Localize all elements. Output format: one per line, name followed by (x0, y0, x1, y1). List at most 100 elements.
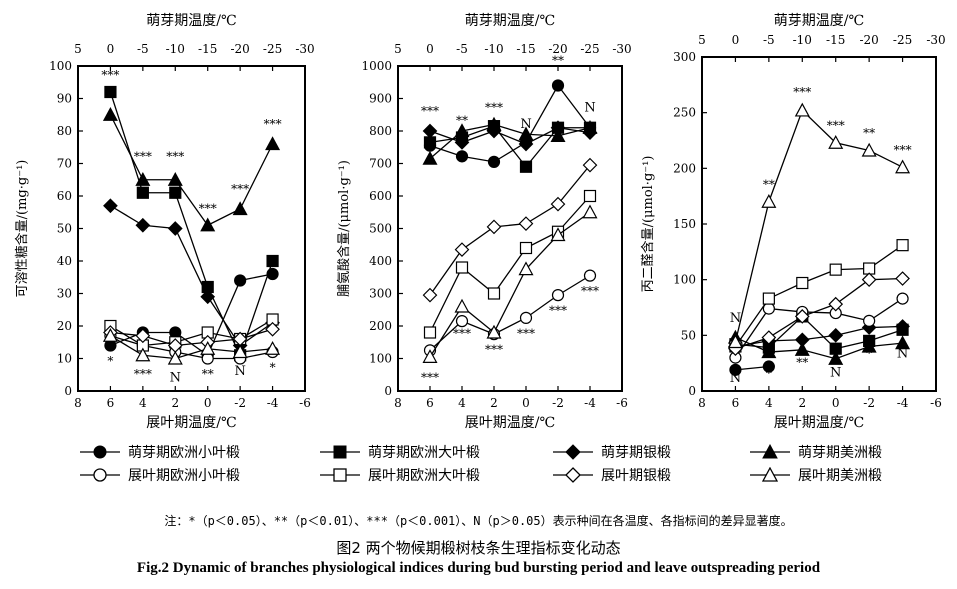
data-point (551, 289, 565, 302)
x-top-tick-label: -20 (859, 33, 878, 47)
x-top-axis-label: 萌芽期温度/℃ (146, 13, 236, 29)
data-point (169, 186, 182, 199)
data-point (895, 271, 910, 286)
data-point (895, 319, 910, 334)
x-top-tick-label: -30 (926, 33, 945, 47)
data-point (423, 136, 437, 149)
data-point (266, 267, 279, 281)
data-point (828, 134, 844, 149)
x-top-tick-label: -20 (548, 42, 567, 56)
x-top-axis-label: 萌芽期温度/℃ (774, 13, 864, 29)
data-point (167, 171, 183, 186)
y-tick-label: 300 (673, 50, 696, 64)
data-point (422, 287, 438, 303)
data-point (551, 79, 565, 92)
significance-label: *** (453, 326, 471, 340)
y-tick-label: 50 (57, 222, 72, 236)
data-point (487, 287, 501, 300)
data-point (200, 340, 216, 355)
significance-label: N (234, 364, 245, 379)
data-point (794, 309, 810, 324)
legend-label: 萌芽期欧洲小叶椴 (128, 445, 240, 461)
legend-marker-square-filled (320, 445, 360, 459)
significance-label: N (584, 101, 595, 116)
x-bottom-tick-label: 0 (832, 396, 840, 410)
data-point (266, 254, 279, 268)
series-line (429, 84, 591, 163)
data-point (895, 335, 911, 350)
data-point (861, 272, 877, 288)
series-line (734, 244, 903, 347)
legend-label: 萌芽期银椴 (601, 445, 671, 461)
data-point (727, 334, 743, 349)
legend-item: 展叶期欧洲大叶椴 (320, 465, 480, 485)
y-tick-label: 900 (369, 92, 392, 106)
significance-label: *** (549, 304, 567, 318)
data-point (518, 216, 534, 231)
significance-label: *** (517, 326, 535, 340)
caption-cn: 图2 两个物候期椴树枝条生理指标变化动态 (336, 539, 621, 557)
significance-label: *** (485, 343, 503, 357)
x-top-tick-label: -25 (263, 42, 282, 56)
x-top-tick-label: -10 (793, 33, 812, 47)
y-tick-label: 250 (673, 106, 696, 120)
x-bottom-tick-label: 6 (732, 396, 740, 410)
y-tick-label: 40 (57, 254, 72, 268)
legend-label: 展叶期银椴 (601, 468, 671, 484)
data-point (455, 150, 469, 163)
legend: 萌芽期欧洲小叶椴 萌芽期欧洲大叶椴 萌芽期银椴 萌芽期美洲椴 展叶期欧洲小叶椴 … (70, 440, 930, 488)
data-point (200, 217, 216, 232)
data-point (582, 204, 598, 219)
significance-label: *** (231, 182, 249, 196)
significance-label: N (520, 117, 531, 132)
x-bottom-tick-label: 8 (698, 396, 706, 410)
significance-label: ** (202, 367, 214, 381)
x-bottom-tick-label: -4 (584, 396, 596, 410)
y-tick-label: 300 (369, 287, 392, 301)
data-point (518, 136, 534, 152)
series-line (429, 125, 590, 168)
data-point (135, 347, 151, 362)
x-bottom-axis-label: 展叶期温度/℃ (146, 415, 236, 430)
data-point (729, 363, 742, 376)
significance-label: * (766, 367, 772, 381)
data-point (582, 157, 598, 173)
x-top-tick-label: -15 (516, 42, 535, 56)
legend-item: 萌芽期欧洲小叶椴 (80, 442, 240, 462)
x-top-tick-label: 5 (698, 33, 706, 47)
data-point (265, 136, 281, 151)
data-point (454, 135, 470, 150)
y-tick-label: 200 (369, 319, 392, 333)
legend-item: 萌芽期欧洲大叶椴 (320, 442, 480, 462)
x-top-tick-label: 5 (394, 42, 402, 56)
x-top-tick-label: -25 (893, 33, 912, 47)
y-axis-label: 可溶性糖含量/(mg·g⁻¹) (14, 160, 30, 298)
x-bottom-tick-label: -6 (616, 396, 628, 410)
legend-label: 展叶期美洲椴 (798, 468, 882, 484)
y-tick-label: 50 (681, 328, 696, 342)
x-bottom-axis-label: 展叶期温度/℃ (465, 415, 555, 430)
y-tick-label: 400 (369, 254, 392, 268)
significance-label: * (270, 361, 276, 375)
data-point (794, 102, 810, 117)
data-point (104, 85, 117, 99)
legend-item: 展叶期美洲椴 (750, 465, 882, 485)
x-bottom-tick-label: 4 (765, 396, 773, 410)
series-line (109, 114, 274, 227)
data-point (135, 171, 151, 186)
x-top-axis-label: 萌芽期温度/℃ (465, 13, 555, 29)
significance-label: *** (894, 143, 912, 157)
y-tick-label: 100 (49, 59, 72, 73)
data-point (265, 321, 280, 337)
significance-label: *** (134, 367, 152, 381)
y-tick-label: 1000 (361, 59, 392, 73)
y-axis-label: 脯氨酸含量/(μmol·g⁻¹) (336, 160, 352, 297)
x-bottom-tick-label: 6 (107, 396, 115, 410)
series-line (734, 298, 903, 358)
chart-panel-2: 01002003004005006007008009001000脯氨酸含量/(μ… (336, 13, 632, 430)
x-top-tick-label: -25 (580, 42, 599, 56)
data-point (454, 242, 470, 257)
x-top-tick-label: -15 (826, 33, 845, 47)
data-point (455, 261, 469, 274)
